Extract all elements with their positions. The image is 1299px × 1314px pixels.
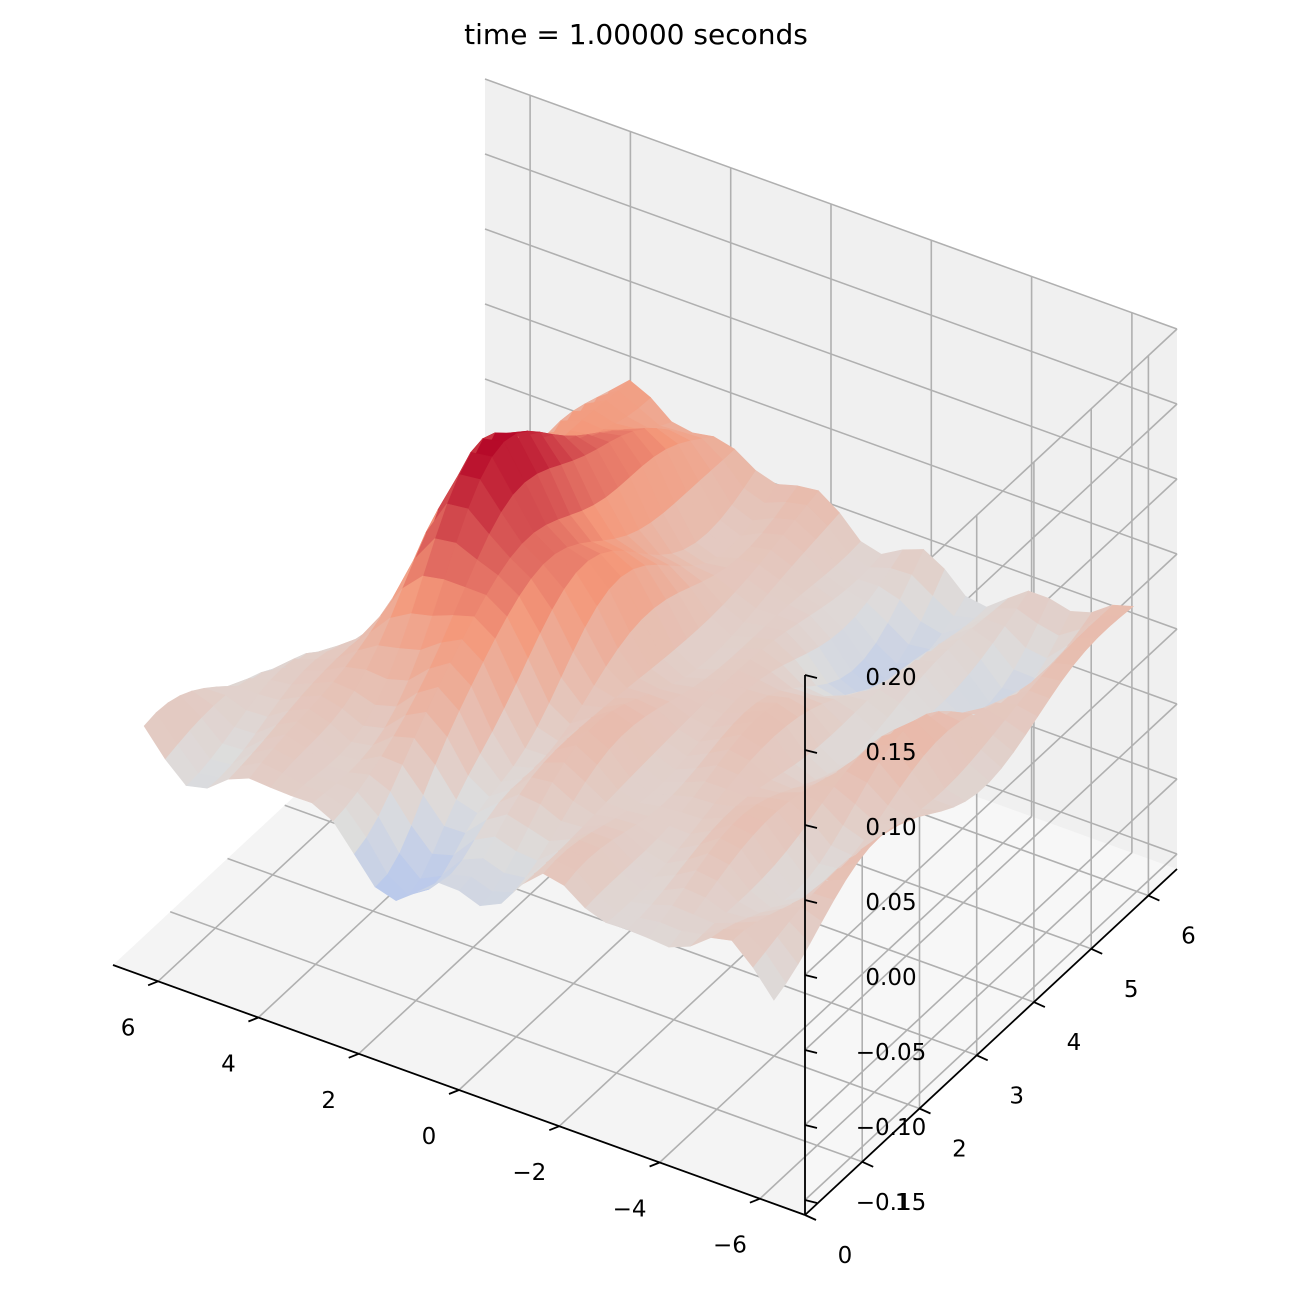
y-tick-label: 6: [1181, 924, 1196, 950]
y-tick-label: 3: [1009, 1083, 1024, 1109]
z-tick-label: −0.10: [856, 1115, 926, 1141]
z-tick-label: −0.05: [856, 1040, 926, 1066]
z-tick-mark: [804, 974, 818, 979]
x-tick-mark: [248, 1016, 259, 1023]
y-tick-mark: [976, 1054, 989, 1062]
y-tick-mark: [1033, 1001, 1046, 1008]
y-tick-mark: [1090, 947, 1103, 955]
z-tick-label: 0.05: [865, 890, 916, 916]
x-tick-mark: [548, 1125, 560, 1132]
surface-plot: [143, 379, 1135, 1001]
z-tick-mark: [804, 1049, 818, 1054]
y-axis-line: [804, 868, 1178, 1216]
x-tick-mark: [448, 1089, 460, 1095]
grid-line-z-back: [484, 78, 1178, 330]
x-tick-mark: [147, 980, 159, 987]
x-tick-label: 6: [121, 1015, 136, 1041]
axis-lines: [112, 674, 1178, 1221]
z-tick-label: −0.15: [856, 1190, 926, 1216]
grid-line-x-floor: [659, 815, 1033, 1164]
y-tick-label: 4: [1067, 1030, 1082, 1056]
z-tick-mark: [804, 749, 818, 754]
grid-line-y-floor: [169, 911, 863, 1163]
y-tick-mark: [804, 1214, 817, 1221]
x-tick-mark: [348, 1052, 360, 1059]
tick-labels: −6 −4 −2 0 2 4 6 0 1 2 3 4 5 6 −0.15 −0.10 −0.05 0.00 0.05…: [121, 665, 1196, 1269]
chart-title: time = 1.00000 seconds: [464, 18, 808, 51]
x-tick-label: 0: [422, 1124, 437, 1150]
z-tick-mark: [804, 824, 818, 829]
z-tick-mark: [804, 899, 818, 904]
grid-line-z-left: [804, 853, 1178, 1201]
x-tick-label: −6: [713, 1233, 747, 1259]
y-tick-mark: [861, 1160, 874, 1168]
y-tick-mark: [919, 1107, 931, 1115]
surface-patch: [143, 712, 178, 760]
y-tick-label: 0: [838, 1243, 853, 1269]
grid-line-z-left: [804, 628, 1178, 976]
z-tick-label: 0.10: [865, 815, 916, 841]
z-tick-label: 0.00: [865, 965, 916, 991]
y-tick-label: 5: [1124, 977, 1139, 1003]
grid-line-z-back: [484, 153, 1178, 405]
grid-line-z-left: [804, 703, 1178, 1051]
z-tick-mark: [804, 1124, 818, 1129]
z-tick-mark: [804, 1199, 818, 1204]
x-tick-label: −2: [512, 1160, 546, 1186]
z-tick-label: 0.15: [865, 740, 916, 766]
y-tick-label: 2: [952, 1137, 967, 1163]
x-tick-mark: [649, 1161, 660, 1168]
z-tick-label: 0.20: [865, 665, 916, 691]
z-tick-mark: [804, 674, 818, 679]
x-tick-label: 2: [321, 1088, 336, 1114]
grid-line-x-floor: [759, 852, 1133, 1200]
x-tick-label: 4: [221, 1052, 236, 1078]
y-tick-mark: [1148, 894, 1160, 902]
x-tick-mark: [749, 1197, 761, 1204]
x-tick-label: −4: [613, 1197, 647, 1223]
grid-line-z-left: [804, 778, 1178, 1126]
y-tick-label: 1: [895, 1190, 910, 1216]
